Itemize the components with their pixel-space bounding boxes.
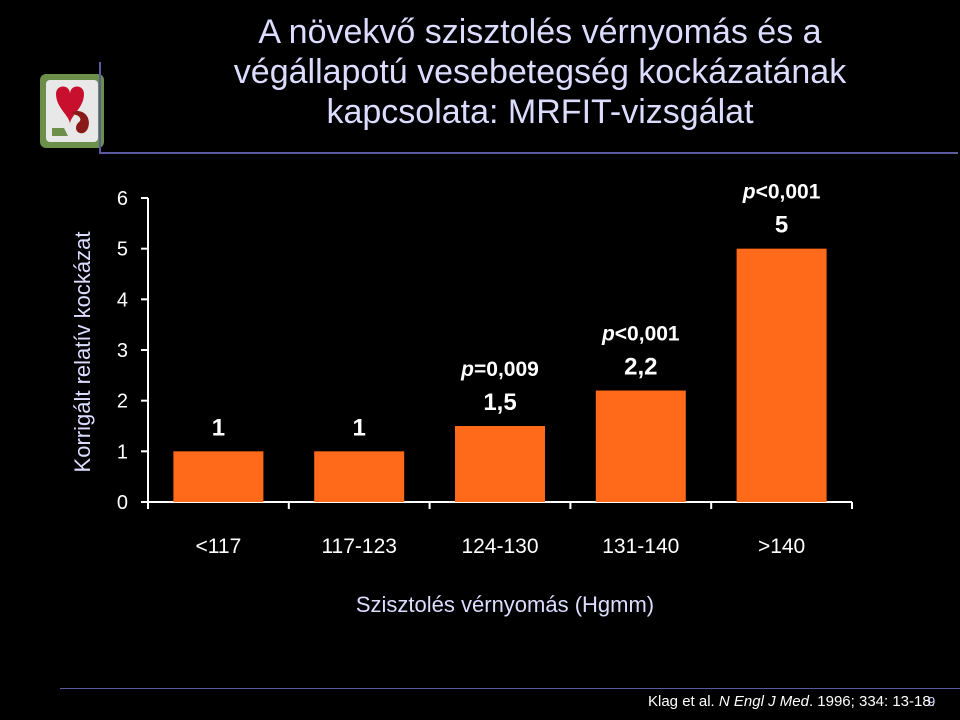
p-value-text: =0,009 [474, 358, 539, 381]
slide-title: A növekvő szisztolés vérnyomás és a végá… [150, 12, 930, 132]
value-label: 1 [212, 414, 225, 441]
y-tick-label: 2 [117, 391, 128, 413]
footer-rule [60, 688, 960, 689]
y-tick-label: 0 [117, 492, 128, 514]
y-tick-label: 4 [117, 289, 128, 311]
p-value-label: p<0,001 [742, 181, 821, 204]
value-label: 1,5 [483, 389, 516, 416]
y-tick-label: 6 [117, 188, 128, 210]
y-tick-label: 1 [117, 441, 128, 463]
p-value-symbol: p [460, 358, 474, 381]
citation: Klag et al. N Engl J Med. 1996; 334: 13-… [648, 693, 935, 710]
y-tick-label: 5 [117, 239, 128, 261]
p-value-symbol: p [742, 181, 756, 204]
category-label: >140 [758, 535, 805, 558]
citation-authors: Klag et al. [648, 693, 715, 710]
bar [595, 390, 686, 502]
bar [173, 451, 264, 502]
bar [736, 248, 827, 502]
page-number: 9 [928, 694, 936, 709]
citation-details: . 1996; 334: 13-18. [808, 693, 935, 710]
value-label: 5 [775, 212, 788, 239]
title-vertical-rule [99, 62, 101, 154]
y-tick-label: 3 [117, 340, 128, 362]
category-label: 124-130 [461, 535, 538, 558]
p-value-symbol: p [601, 323, 615, 346]
p-value-label: p=0,009 [460, 358, 539, 381]
bar [455, 426, 545, 502]
heart-kidney-logo-icon [40, 74, 104, 148]
p-value-text: <0,001 [615, 323, 680, 346]
title-line-2: végállapotú vesebetegség kockázatának [233, 53, 847, 91]
category-label: 117-123 [321, 535, 397, 558]
title-line-1: A növekvő szisztolés vérnyomás és a [258, 13, 822, 51]
category-label: 131-140 [602, 535, 679, 558]
p-value-text: <0,001 [756, 181, 821, 204]
value-label: 2,2 [624, 354, 657, 381]
bar [314, 451, 405, 502]
value-label: 1 [353, 414, 366, 441]
p-value-label: p<0,001 [601, 323, 680, 346]
y-axis-title: Korrigált relatív kockázat [70, 232, 95, 473]
category-label: <117 [196, 535, 242, 558]
x-axis-title: Szisztolés vérnyomás (Hgmm) [356, 592, 654, 617]
citation-journal: N Engl J Med [718, 693, 809, 710]
title-line-3: kapcsolata: MRFIT-vizsgálat [326, 93, 754, 131]
title-rule [100, 152, 958, 154]
